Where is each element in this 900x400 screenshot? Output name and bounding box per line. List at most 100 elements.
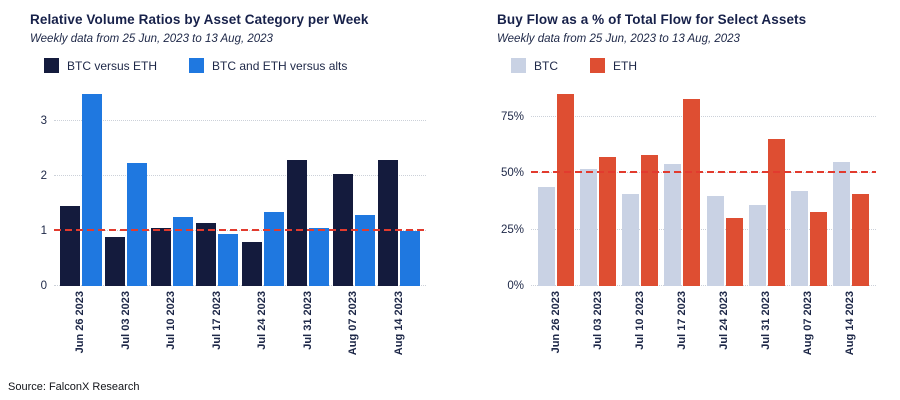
x-axis-label-text: Jul 10 2023 bbox=[165, 291, 178, 350]
bar bbox=[683, 98, 701, 286]
y-axis: 0 1 2 3 bbox=[30, 83, 54, 292]
x-axis: Jun 26 2023 Jul 03 2023 Jul 10 2023 Jul 17 … bbox=[531, 286, 876, 376]
legend-label: ETH bbox=[613, 58, 637, 73]
x-axis-label-text: Jun 26 2023 bbox=[74, 291, 87, 354]
legend: BTC ETH bbox=[511, 58, 890, 73]
x-axis-label: Aug 14 2023 bbox=[830, 286, 872, 376]
charts-row: Relative Volume Ratios by Asset Category… bbox=[30, 0, 900, 376]
bar-group bbox=[58, 83, 104, 286]
bar bbox=[664, 164, 682, 286]
right-chart-panel: Buy Flow as a % of Total Flow for Select… bbox=[450, 0, 900, 376]
bar-group bbox=[377, 83, 423, 286]
bar bbox=[378, 159, 399, 286]
legend-swatch bbox=[511, 58, 526, 73]
reference-line bbox=[54, 229, 426, 232]
bar-group bbox=[104, 83, 150, 286]
legend-item: BTC bbox=[511, 58, 558, 73]
bar bbox=[580, 168, 598, 286]
y-tick-label: 50% bbox=[500, 167, 524, 180]
bar-group bbox=[830, 83, 872, 286]
plot-area bbox=[531, 83, 876, 286]
bar bbox=[725, 218, 743, 286]
x-axis-label-text: Jul 24 2023 bbox=[256, 291, 269, 350]
x-axis-label: Aug 14 2023 bbox=[377, 286, 423, 376]
x-axis-label: Aug 07 2023 bbox=[788, 286, 830, 376]
y-tick-label: 0 bbox=[40, 280, 47, 292]
x-axis-label: Jul 31 2023 bbox=[746, 286, 788, 376]
y-tick-label: 75% bbox=[500, 110, 524, 123]
bar bbox=[263, 211, 284, 286]
x-axis-label-text: Aug 07 2023 bbox=[347, 291, 360, 356]
y-axis-spacer bbox=[497, 286, 531, 376]
y-tick-label: 2 bbox=[40, 170, 47, 183]
bar bbox=[641, 155, 659, 286]
legend-item: BTC versus ETH bbox=[44, 58, 157, 73]
chart-subtitle: Weekly data from 25 Jun, 2023 to 13 Aug,… bbox=[30, 33, 273, 45]
bar-group bbox=[535, 83, 577, 286]
x-axis-label: Jul 31 2023 bbox=[286, 286, 332, 376]
legend-item: ETH bbox=[590, 58, 637, 73]
x-axis-label-text: Aug 14 2023 bbox=[392, 291, 405, 356]
bar bbox=[790, 191, 808, 286]
x-axis-label-text: Jul 03 2023 bbox=[591, 291, 604, 350]
x-axis-label: Jul 17 2023 bbox=[195, 286, 241, 376]
bar-group bbox=[746, 83, 788, 286]
bar bbox=[59, 206, 80, 286]
bar bbox=[832, 161, 850, 286]
bar bbox=[218, 233, 239, 286]
x-axis-label-text: Jul 03 2023 bbox=[119, 291, 132, 350]
bar bbox=[81, 93, 102, 286]
x-axis-label-text: Jul 17 2023 bbox=[675, 291, 688, 350]
x-axis-label: Jun 26 2023 bbox=[535, 286, 577, 376]
gridline bbox=[531, 285, 876, 286]
bar bbox=[354, 214, 375, 286]
bar bbox=[172, 217, 193, 286]
x-axis-label: Jun 26 2023 bbox=[58, 286, 104, 376]
bar-group bbox=[286, 83, 332, 286]
bar-group bbox=[331, 83, 377, 286]
bar bbox=[809, 211, 827, 286]
x-axis-label: Jul 10 2023 bbox=[149, 286, 195, 376]
x-axis-row: Jun 26 2023 Jul 03 2023 Jul 10 2023 Jul 17 … bbox=[30, 286, 440, 376]
legend-label: BTC versus ETH bbox=[67, 58, 158, 73]
legend-label: BTC bbox=[534, 58, 558, 73]
x-axis-label-text: Aug 07 2023 bbox=[802, 291, 815, 356]
y-tick-label: 25% bbox=[500, 223, 524, 236]
bar bbox=[150, 228, 171, 286]
x-axis-label-text: Jul 31 2023 bbox=[760, 291, 773, 350]
chart-title: Relative Volume Ratios by Asset Category… bbox=[30, 12, 369, 27]
x-axis-label: Jul 24 2023 bbox=[704, 286, 746, 376]
bar bbox=[851, 193, 869, 286]
gridline bbox=[54, 285, 426, 286]
x-axis-label-text: Aug 14 2023 bbox=[844, 291, 857, 356]
y-tick-label: 3 bbox=[40, 115, 47, 128]
chart-title: Buy Flow as a % of Total Flow for Select… bbox=[497, 12, 807, 27]
x-axis-label-text: Jun 26 2023 bbox=[549, 291, 562, 354]
bar bbox=[127, 162, 148, 286]
plot-area bbox=[54, 83, 426, 286]
legend-swatch bbox=[590, 58, 605, 73]
x-axis-row: Jun 26 2023 Jul 03 2023 Jul 10 2023 Jul 17 … bbox=[497, 286, 890, 376]
bars-layer bbox=[54, 83, 426, 286]
bar-group bbox=[619, 83, 661, 286]
x-axis-label-text: Jul 17 2023 bbox=[210, 291, 223, 350]
bar-group bbox=[195, 83, 241, 286]
chart-body: 0% 25% 50% 75% bbox=[497, 83, 890, 292]
bar-group bbox=[661, 83, 703, 286]
bar bbox=[538, 186, 556, 286]
bar-group bbox=[577, 83, 619, 286]
x-axis-label-text: Jul 10 2023 bbox=[633, 291, 646, 350]
gridline bbox=[531, 228, 876, 230]
y-axis-spacer bbox=[30, 286, 54, 376]
source-text: Source: FalconX Research bbox=[8, 381, 140, 393]
bar bbox=[767, 139, 785, 286]
bar bbox=[196, 222, 217, 286]
legend-swatch bbox=[44, 58, 59, 73]
bar-group bbox=[240, 83, 286, 286]
gridline bbox=[54, 120, 426, 122]
x-axis-label-text: Jul 31 2023 bbox=[301, 291, 314, 350]
gridline bbox=[54, 175, 426, 177]
bar bbox=[622, 193, 640, 286]
bars-layer bbox=[531, 83, 876, 286]
bar-group bbox=[788, 83, 830, 286]
